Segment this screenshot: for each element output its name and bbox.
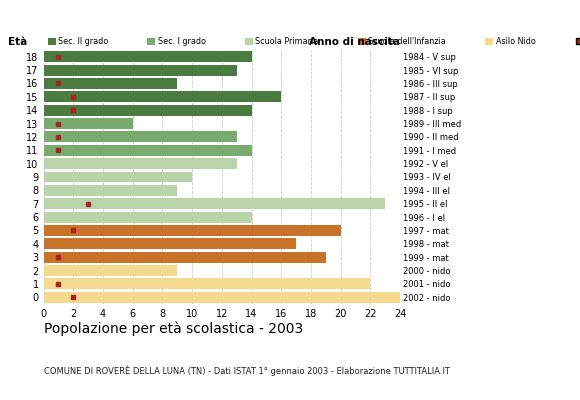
Bar [44, 292, 400, 303]
Text: Popolazione per età scolastica - 2003: Popolazione per età scolastica - 2003 [44, 322, 303, 336]
Bar [44, 225, 341, 236]
Bar [44, 185, 177, 196]
Bar [44, 118, 133, 129]
Bar [44, 105, 252, 116]
Legend: Sec. II grado, Sec. I grado, Scuola Primaria, Scuola dell'Infanzia, Asilo Nido, : Sec. II grado, Sec. I grado, Scuola Prim… [48, 37, 580, 46]
Bar [44, 91, 281, 102]
Bar [44, 198, 385, 209]
Bar [44, 64, 237, 76]
Text: Anno di nascita: Anno di nascita [309, 38, 400, 48]
Bar [44, 265, 177, 276]
Bar [44, 78, 177, 89]
Bar [44, 158, 237, 169]
Bar [44, 172, 192, 182]
Bar [44, 238, 296, 249]
Bar [44, 132, 237, 142]
Bar [44, 51, 252, 62]
Text: COMUNE DI ROVERÈ DELLA LUNA (TN) - Dati ISTAT 1° gennaio 2003 - Elaborazione TUT: COMUNE DI ROVERÈ DELLA LUNA (TN) - Dati … [44, 366, 450, 376]
Text: Età: Età [8, 38, 27, 48]
Bar [44, 212, 252, 222]
Bar [44, 145, 252, 156]
Bar [44, 278, 371, 290]
Bar [44, 252, 326, 263]
